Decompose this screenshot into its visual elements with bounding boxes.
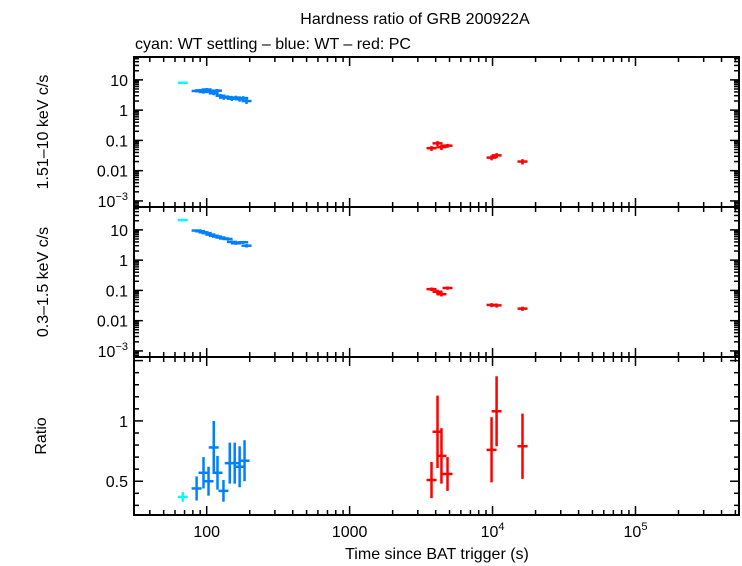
chart-title: Hardness ratio of GRB 200922A — [300, 11, 530, 28]
x-tick-label: 1000 — [332, 524, 368, 541]
data-point — [198, 457, 209, 489]
data-point — [191, 476, 202, 501]
data-point — [486, 155, 497, 161]
y-axis-label: 0.3–1.5 keV c/s — [35, 227, 52, 337]
data-point — [222, 237, 233, 241]
data-point — [491, 376, 502, 447]
y-tick-label: 0.01 — [97, 314, 128, 331]
data-point — [241, 98, 252, 104]
data-point — [177, 492, 188, 502]
data-point — [177, 81, 188, 85]
data-point — [239, 440, 250, 482]
data-point — [208, 420, 219, 474]
data-point — [229, 442, 240, 484]
data-point — [211, 88, 222, 93]
data-point — [238, 240, 249, 244]
series-wt — [191, 87, 252, 104]
chart-subtitle: cyan: WT settling – blue: WT – red: PC — [135, 36, 411, 53]
data-point — [436, 292, 447, 297]
y-tick-label: 10 — [110, 223, 128, 240]
y-tick-label: 0.5 — [106, 474, 128, 491]
panel-3: 1 0.5 100 1000 104 105 Ratio — [33, 356, 740, 541]
y-tick-label: 0.1 — [106, 283, 128, 300]
series-pc — [426, 286, 528, 311]
series-wt — [191, 229, 252, 248]
data-point — [203, 466, 214, 496]
y-tick-label: 0.01 — [97, 164, 128, 181]
data-point — [208, 91, 219, 96]
data-point — [517, 159, 528, 165]
data-point — [442, 286, 453, 290]
x-tick-label: 100 — [193, 524, 220, 541]
data-point — [442, 143, 453, 148]
data-point — [234, 446, 245, 488]
data-point — [426, 287, 437, 292]
plot-frame — [133, 206, 740, 358]
data-point — [517, 306, 528, 311]
x-axis-label: Time since BAT trigger (s) — [345, 546, 529, 563]
series-pc — [426, 376, 528, 499]
data-point — [436, 428, 447, 484]
y-axis-label: Ratio — [33, 417, 50, 454]
plot-frame — [133, 56, 740, 208]
y-tick-label: 10−3 — [98, 341, 128, 361]
y-tick-label: 1 — [119, 253, 128, 270]
data-point — [436, 144, 447, 151]
y-tick-label: 0.1 — [106, 133, 128, 150]
y-tick-label: 10−3 — [98, 191, 128, 211]
y-tick-label: 1 — [119, 414, 128, 431]
panel-1: 10 1 0.1 0.01 10−3 1.51–10 keV c/s — [35, 56, 740, 211]
data-point — [426, 146, 437, 151]
data-point — [517, 413, 528, 479]
data-point — [238, 96, 249, 101]
y-tick-label: 10 — [110, 73, 128, 90]
data-point — [432, 141, 443, 147]
y-tick-label: 1 — [119, 103, 128, 120]
y-axis-label: 1.51–10 keV c/s — [35, 75, 52, 190]
x-tick-label: 105 — [624, 521, 648, 541]
series-wt-settling — [177, 492, 188, 502]
data-point — [491, 303, 502, 308]
series-wt — [191, 420, 250, 502]
data-point — [212, 455, 223, 490]
series-wt-settling — [177, 81, 188, 85]
plot-frame — [133, 356, 740, 516]
series-pc — [426, 141, 528, 165]
panel-2: 10 1 0.1 0.01 10−3 0.3–1.5 keV c/s — [35, 206, 740, 361]
series-wt-settling — [177, 218, 188, 222]
data-point — [486, 417, 497, 483]
data-point — [241, 244, 252, 248]
x-tick-label: 104 — [481, 521, 505, 541]
data-point — [426, 461, 437, 499]
data-point — [177, 218, 188, 222]
data-point — [442, 457, 453, 491]
data-point — [218, 480, 229, 502]
data-point — [491, 153, 502, 159]
